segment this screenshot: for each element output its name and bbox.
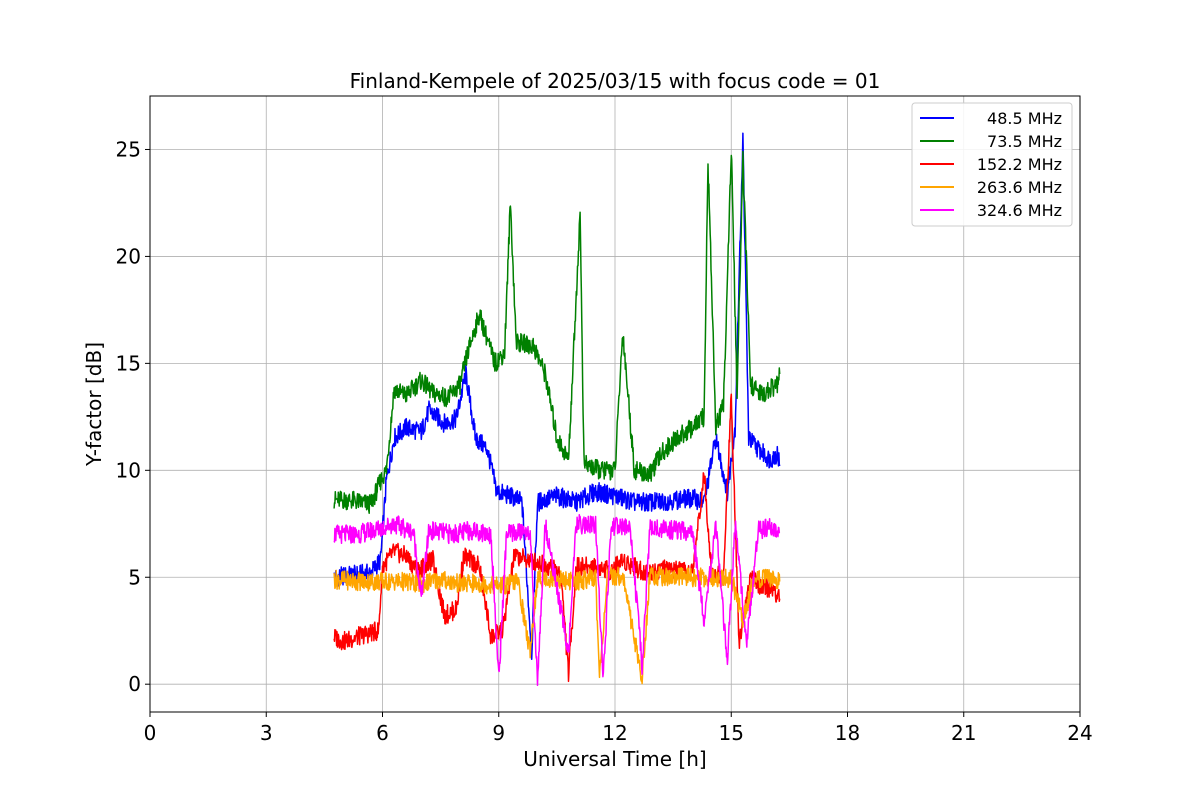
legend: 48.5 MHz 73.5 MHz 152.2 MHz 263.6 MHz 324.6 …: [911, 102, 1073, 227]
x-tick-label: 6: [376, 721, 389, 745]
x-tick-label: 3: [260, 721, 273, 745]
legend-label: 48.5 MHz: [987, 109, 1062, 128]
x-tick-label: 24: [1067, 721, 1092, 745]
x-tick-label: 0: [144, 721, 157, 745]
chart-title: Finland-Kempele of 2025/03/15 with focus…: [350, 69, 881, 93]
y-tick-label: 10: [116, 458, 141, 482]
y-tick-label: 5: [128, 565, 141, 589]
y-tick-label: 0: [128, 672, 141, 696]
legend-label: 152.2 MHz: [977, 155, 1062, 174]
series-line-2: [333, 393, 781, 683]
y-axis-label: Y-factor [dB]: [82, 342, 106, 467]
legend-label: 73.5 MHz: [987, 132, 1062, 151]
x-tick-label: 9: [492, 721, 505, 745]
x-tick-label: 18: [835, 721, 860, 745]
series-line-3: [333, 566, 781, 685]
series-layer: [333, 132, 781, 687]
legend-box: [911, 102, 1073, 227]
y-tick-label: 20: [116, 244, 141, 268]
series-line-4: [333, 513, 781, 687]
y-tick-label: 25: [116, 137, 141, 161]
x-tick-label: 21: [951, 721, 976, 745]
x-tick-label: 12: [602, 721, 627, 745]
legend-label: 324.6 MHz: [977, 201, 1062, 220]
ticks: 0 3 6 9 12 15 18 21 24 0 5 10 15 20 25: [116, 137, 1093, 745]
x-axis-label: Universal Time [h]: [523, 747, 706, 771]
y-tick-label: 15: [116, 351, 141, 375]
legend-label: 263.6 MHz: [977, 178, 1062, 197]
x-tick-label: 15: [719, 721, 744, 745]
series-line-1: [333, 150, 781, 514]
